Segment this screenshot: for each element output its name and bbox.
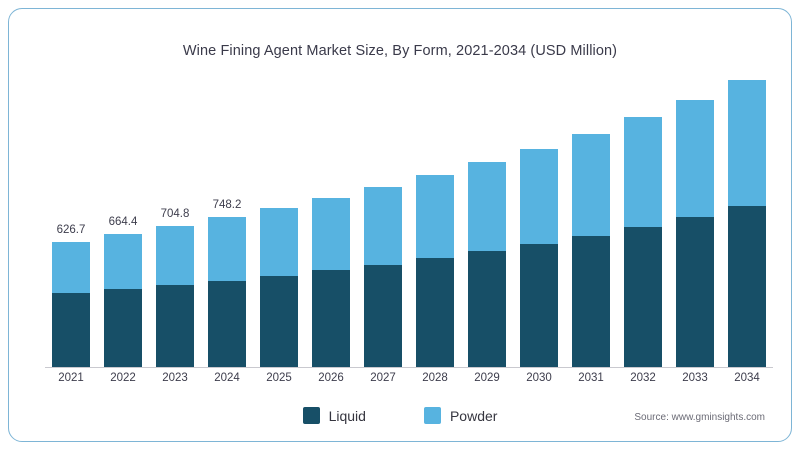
bar-group[interactable] bbox=[728, 80, 766, 367]
bar-value-label: 748.2 bbox=[212, 199, 242, 212]
bar-group[interactable] bbox=[260, 208, 298, 367]
x-tick-label: 2030 bbox=[526, 372, 552, 384]
bar-segment-powder[interactable] bbox=[416, 175, 454, 259]
bar-group[interactable] bbox=[364, 187, 402, 367]
bar-segment-liquid[interactable] bbox=[156, 285, 194, 367]
legend-label-powder: Powder bbox=[449, 407, 498, 424]
bar-segment-liquid[interactable] bbox=[208, 280, 246, 367]
bar-group[interactable] bbox=[572, 133, 610, 367]
bar-group[interactable] bbox=[312, 197, 350, 367]
bar-segment-powder[interactable] bbox=[260, 208, 298, 276]
bar-segment-powder[interactable] bbox=[468, 162, 506, 252]
chart-legend: Liquid Powder bbox=[9, 407, 791, 424]
x-tick-label: 2024 bbox=[214, 372, 240, 384]
chart-frame: Wine Fining Agent Market Size, By Form, … bbox=[8, 8, 792, 442]
bar-segment-powder[interactable] bbox=[52, 241, 90, 293]
legend-item-liquid[interactable]: Liquid bbox=[302, 407, 366, 424]
x-tick-label: 2023 bbox=[162, 372, 188, 384]
bar-group[interactable] bbox=[468, 162, 506, 367]
legend-label-liquid: Liquid bbox=[328, 407, 366, 424]
bar-group[interactable] bbox=[676, 99, 714, 367]
bar-segment-powder[interactable] bbox=[364, 187, 402, 265]
bar-segment-powder[interactable] bbox=[624, 117, 662, 227]
x-tick-label: 2028 bbox=[422, 372, 448, 384]
bar-segment-powder[interactable] bbox=[728, 80, 766, 207]
bar-segment-liquid[interactable] bbox=[260, 275, 298, 367]
bar-group[interactable] bbox=[520, 148, 558, 367]
bar-segment-liquid[interactable] bbox=[52, 293, 90, 367]
source-attribution: Source: www.gminsights.com bbox=[634, 412, 765, 423]
legend-swatch-liquid bbox=[302, 407, 320, 424]
bar-segment-powder[interactable] bbox=[676, 99, 714, 217]
bar-value-label: 664.4 bbox=[108, 216, 138, 229]
x-tick-label: 2031 bbox=[578, 372, 604, 384]
bar-value-label: 626.7 bbox=[56, 223, 86, 236]
bar-segment-liquid[interactable] bbox=[104, 289, 142, 367]
bar-value-label: 704.8 bbox=[160, 208, 190, 221]
bar-segment-liquid[interactable] bbox=[676, 216, 714, 367]
bar-segment-powder[interactable] bbox=[572, 133, 610, 236]
x-tick-label: 2029 bbox=[474, 372, 500, 384]
x-tick-label: 2027 bbox=[370, 372, 396, 384]
x-tick-label: 2034 bbox=[734, 372, 760, 384]
x-axis-line bbox=[45, 367, 773, 368]
legend-item-powder[interactable]: Powder bbox=[423, 407, 498, 424]
bar-segment-liquid[interactable] bbox=[468, 251, 506, 367]
bar-segment-liquid[interactable] bbox=[312, 270, 350, 367]
bar-segment-liquid[interactable] bbox=[624, 226, 662, 367]
bar-segment-liquid[interactable] bbox=[364, 264, 402, 367]
bar-segment-liquid[interactable] bbox=[728, 206, 766, 367]
page-title: Wine Fining Agent Market Size, By Form, … bbox=[182, 43, 618, 59]
bar-group[interactable] bbox=[156, 226, 194, 367]
bar-group[interactable] bbox=[104, 234, 142, 367]
legend-swatch-powder bbox=[423, 407, 441, 424]
x-tick-label: 2022 bbox=[110, 372, 136, 384]
bar-segment-powder[interactable] bbox=[208, 217, 246, 281]
x-tick-label: 2033 bbox=[682, 372, 708, 384]
bar-segment-powder[interactable] bbox=[312, 197, 350, 271]
x-tick-label: 2025 bbox=[266, 372, 292, 384]
bar-segment-powder[interactable] bbox=[156, 226, 194, 285]
bar-segment-powder[interactable] bbox=[520, 148, 558, 244]
x-tick-label: 2021 bbox=[58, 372, 84, 384]
bar-segment-liquid[interactable] bbox=[416, 258, 454, 367]
x-axis-tick-labels: 2021 2022 2023 2024 2025 2026 2027 2028 2029 2030… bbox=[45, 372, 773, 390]
bar-group[interactable] bbox=[52, 241, 90, 367]
x-tick-label: 2026 bbox=[318, 372, 344, 384]
x-tick-label: 2032 bbox=[630, 372, 656, 384]
bar-segment-liquid[interactable] bbox=[572, 235, 610, 367]
bar-group[interactable] bbox=[208, 217, 246, 367]
plot-area: 626.7 664.4 704.8 748.2 bbox=[45, 80, 773, 367]
bar-group[interactable] bbox=[624, 117, 662, 367]
bar-segment-liquid[interactable] bbox=[520, 243, 558, 367]
bar-group[interactable] bbox=[416, 175, 454, 367]
bar-segment-powder[interactable] bbox=[104, 234, 142, 290]
